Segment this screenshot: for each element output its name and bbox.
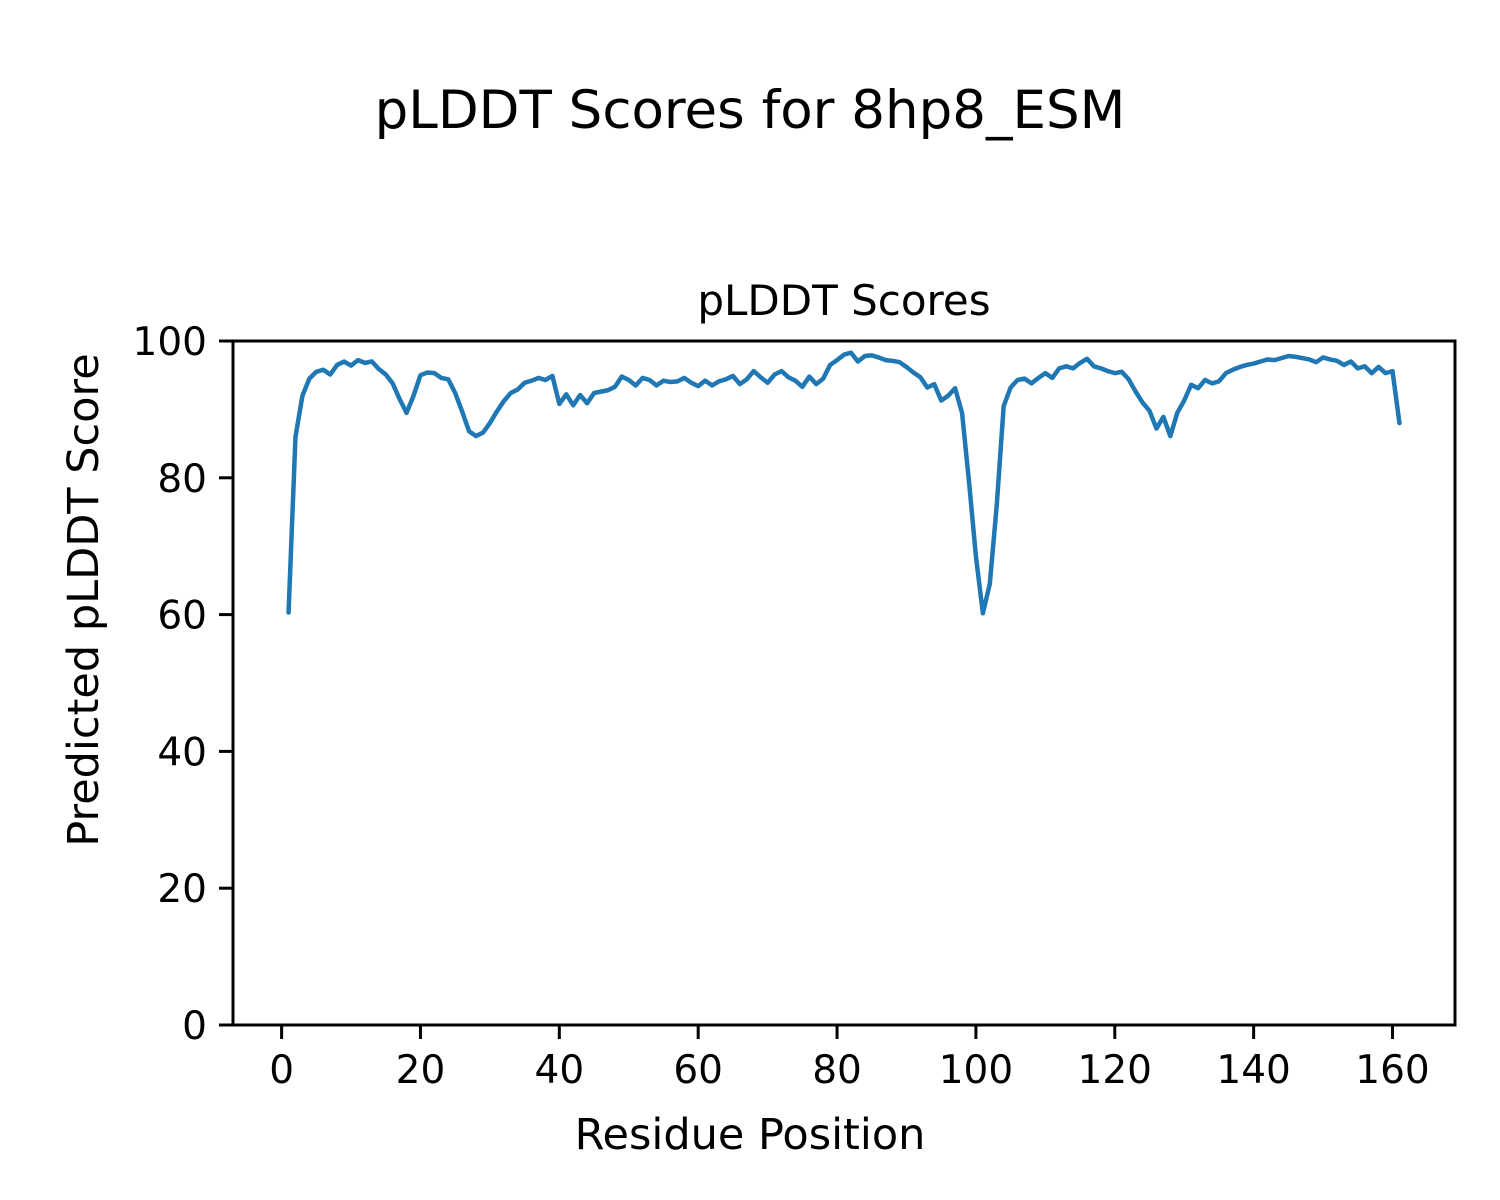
x-tick-label: 60 xyxy=(673,1048,723,1093)
y-tick-label: 80 xyxy=(157,457,207,502)
axes-title: pLDDT Scores xyxy=(697,276,991,325)
x-tick-label: 0 xyxy=(269,1048,294,1093)
x-tick-label: 120 xyxy=(1078,1048,1152,1093)
y-tick-label: 60 xyxy=(157,594,207,639)
y-tick-label: 20 xyxy=(157,867,207,912)
y-tick-label: 40 xyxy=(157,730,207,775)
x-tick-label: 80 xyxy=(812,1048,862,1093)
y-tick-label: 100 xyxy=(133,320,207,365)
x-tick-label: 100 xyxy=(939,1048,1013,1093)
y-axis-label: Predicted pLDDT Score xyxy=(59,353,109,847)
x-tick-label: 140 xyxy=(1216,1048,1290,1093)
x-axis-ticks: 0 20 40 60 80 100 120 140 160 xyxy=(269,1025,1430,1093)
plddt-line-series xyxy=(286,350,1402,616)
x-tick-label: 40 xyxy=(535,1048,585,1093)
y-axis-ticks: 0 20 40 60 80 100 xyxy=(133,320,233,1049)
y-tick-label: 0 xyxy=(182,1004,207,1049)
x-tick-label: 20 xyxy=(396,1048,446,1093)
x-axis-label: Residue Position xyxy=(574,1110,926,1160)
axes-frame xyxy=(231,339,1457,1027)
x-tick-label: 160 xyxy=(1355,1048,1429,1093)
figure-suptitle: pLDDT Scores for 8hp8_ESM xyxy=(374,80,1126,141)
